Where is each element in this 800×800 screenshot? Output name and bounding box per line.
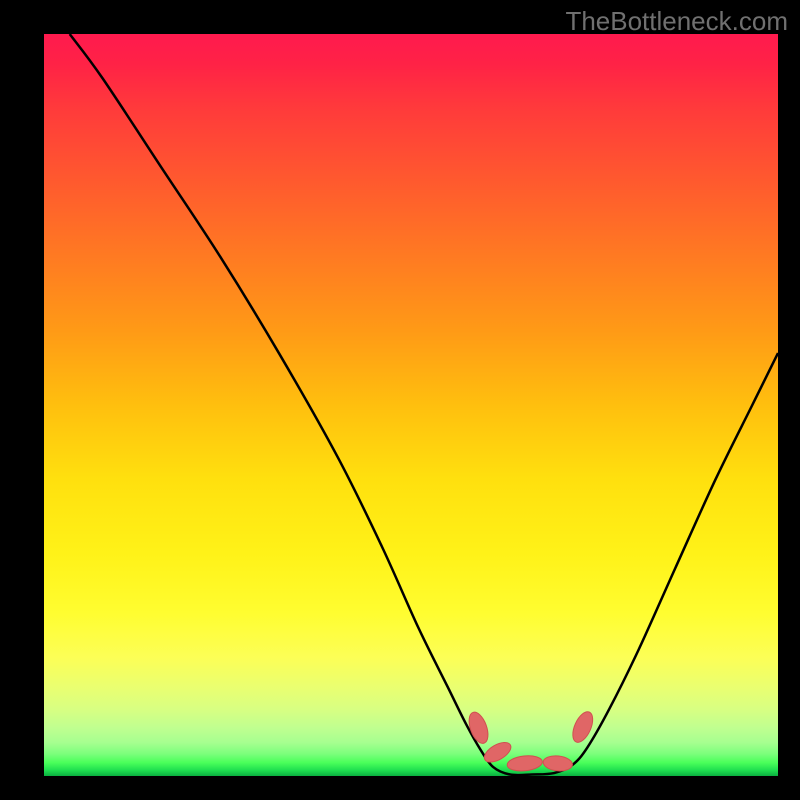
chart-container: TheBottleneck.com [0, 0, 800, 800]
watermark-text: TheBottleneck.com [565, 6, 788, 37]
frame-left [0, 0, 44, 800]
frame-right [778, 0, 800, 800]
plot-background [44, 34, 778, 776]
frame-bottom [0, 776, 800, 800]
bottleneck-chart [0, 0, 800, 800]
